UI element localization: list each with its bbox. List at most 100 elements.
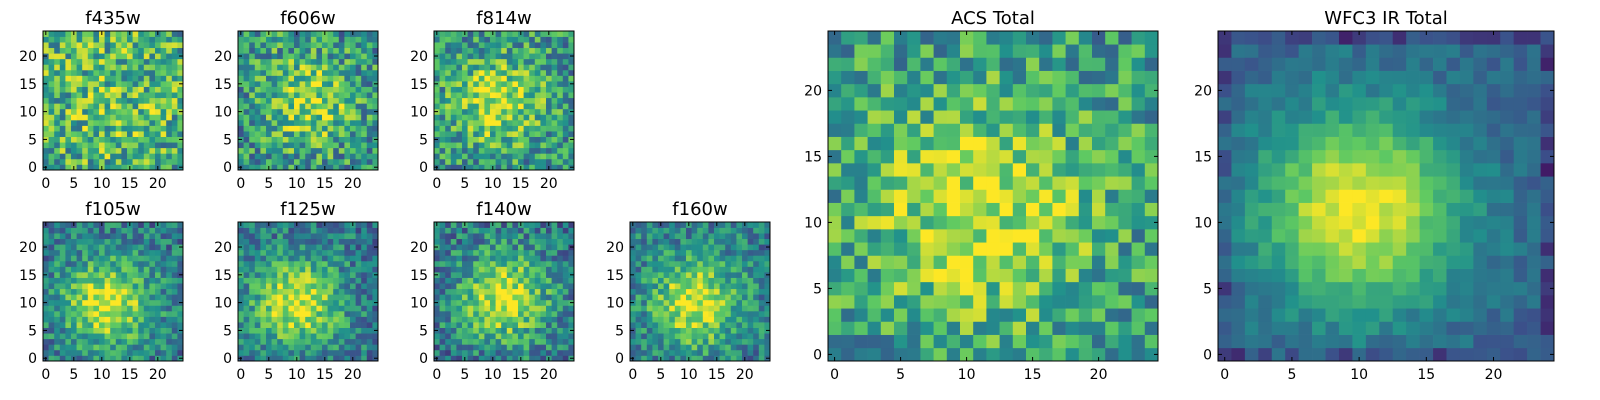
heatmap-cell <box>540 114 547 121</box>
heatmap-cell <box>1026 255 1040 269</box>
heatmap-cell <box>171 316 178 323</box>
heatmap-cell <box>523 283 530 290</box>
heatmap-cell <box>1012 229 1027 243</box>
heatmap-cell <box>54 136 61 143</box>
heatmap-cell <box>305 147 312 154</box>
heatmap-cell <box>646 305 653 312</box>
heatmap-cell <box>669 294 676 301</box>
heatmap-cell <box>546 305 552 312</box>
heatmap-cell <box>48 31 55 37</box>
heatmap-cell <box>686 249 692 256</box>
heatmap-cell <box>708 355 715 362</box>
heatmap-cell <box>322 249 328 256</box>
heatmap-cell <box>1039 295 1053 309</box>
heatmap-cell <box>691 310 698 317</box>
heatmap-cell <box>753 338 760 345</box>
heatmap-cell <box>568 227 575 234</box>
heatmap-cell <box>43 266 49 273</box>
heatmap-cell <box>551 92 558 99</box>
heatmap-cell <box>501 108 508 115</box>
heatmap-cell <box>344 238 351 245</box>
heatmap-cell <box>691 227 698 234</box>
heatmap-cell <box>652 316 659 323</box>
heatmap-cell <box>71 327 77 334</box>
heatmap-cell <box>327 338 334 345</box>
heatmap-cell <box>305 108 312 115</box>
heatmap-cell <box>87 64 94 71</box>
heatmap-cell <box>366 31 373 37</box>
heatmap-cell <box>271 266 278 273</box>
heatmap-cell <box>48 294 55 301</box>
heatmap-cell <box>540 222 547 228</box>
heatmap-cell <box>344 108 351 115</box>
heatmap-cell <box>680 327 687 334</box>
heatmap-cell <box>177 305 184 312</box>
heatmap-cell <box>467 103 474 110</box>
heatmap-cell <box>562 53 569 60</box>
heatmap-cell <box>473 58 480 65</box>
heatmap-cell <box>512 81 519 87</box>
heatmap-cell <box>686 338 692 345</box>
heatmap-cell <box>110 272 117 278</box>
heatmap-cell <box>243 136 250 143</box>
heatmap-cell <box>305 294 312 301</box>
heatmap-cell <box>132 53 139 60</box>
heatmap-cell <box>65 238 72 245</box>
heatmap-cell <box>753 333 760 340</box>
heatmap-cell <box>361 260 368 267</box>
heatmap-cell <box>546 227 552 234</box>
heatmap-cell <box>546 81 552 87</box>
heatmap-cell <box>132 119 139 126</box>
heatmap-cell <box>445 114 452 121</box>
heatmap-cell <box>512 244 519 251</box>
heatmap-cell <box>104 125 111 132</box>
heatmap-cell <box>529 255 536 262</box>
heatmap-cell <box>450 255 457 262</box>
heatmap-cell <box>1065 189 1080 203</box>
heatmap-cell <box>344 255 351 262</box>
heatmap-cell <box>646 294 653 301</box>
heatmap-cell <box>854 308 868 322</box>
heatmap-cell <box>1012 215 1027 230</box>
heatmap-cell <box>450 310 457 317</box>
heatmap-cell <box>149 125 156 132</box>
heatmap-cell <box>758 322 765 328</box>
heatmap-cell <box>54 36 61 43</box>
heatmap-cell <box>434 86 440 93</box>
heatmap-cell <box>725 222 732 228</box>
heatmap-cell <box>841 202 855 217</box>
heatmap-cell <box>562 333 569 340</box>
heatmap-cell <box>361 294 368 301</box>
heatmap-cell <box>327 316 334 323</box>
heatmap-cell <box>115 64 122 71</box>
heatmap-cell <box>562 244 569 251</box>
heatmap-cell <box>557 322 564 328</box>
heatmap-cell <box>674 344 681 351</box>
heatmap-cell <box>65 125 72 132</box>
heatmap-cell <box>450 69 457 76</box>
heatmap-cell <box>490 42 496 49</box>
heatmap-cell <box>99 75 105 82</box>
heatmap-cell <box>54 158 61 165</box>
heatmap-cell <box>104 294 111 301</box>
heatmap-cell <box>310 288 317 295</box>
heatmap-cell <box>1078 334 1093 349</box>
heatmap-cell <box>747 322 754 328</box>
heatmap-cell <box>1118 321 1132 335</box>
heatmap-cell <box>316 233 323 240</box>
heatmap-cell <box>467 338 474 345</box>
heatmap-cell <box>742 260 748 267</box>
heatmap-cell <box>59 322 66 328</box>
heatmap-cell <box>138 114 145 121</box>
heatmap-cell <box>462 86 468 93</box>
heatmap-cell <box>316 344 323 351</box>
heatmap-cell <box>439 238 446 245</box>
heatmap-cell <box>243 108 250 115</box>
heatmap-cell <box>372 310 379 317</box>
heatmap-cell <box>48 114 55 121</box>
heatmap-cell <box>138 47 145 54</box>
heatmap-cell <box>294 103 300 110</box>
heatmap-cell <box>450 316 457 323</box>
heatmap-cell <box>121 266 128 273</box>
heatmap-cell <box>294 153 300 160</box>
